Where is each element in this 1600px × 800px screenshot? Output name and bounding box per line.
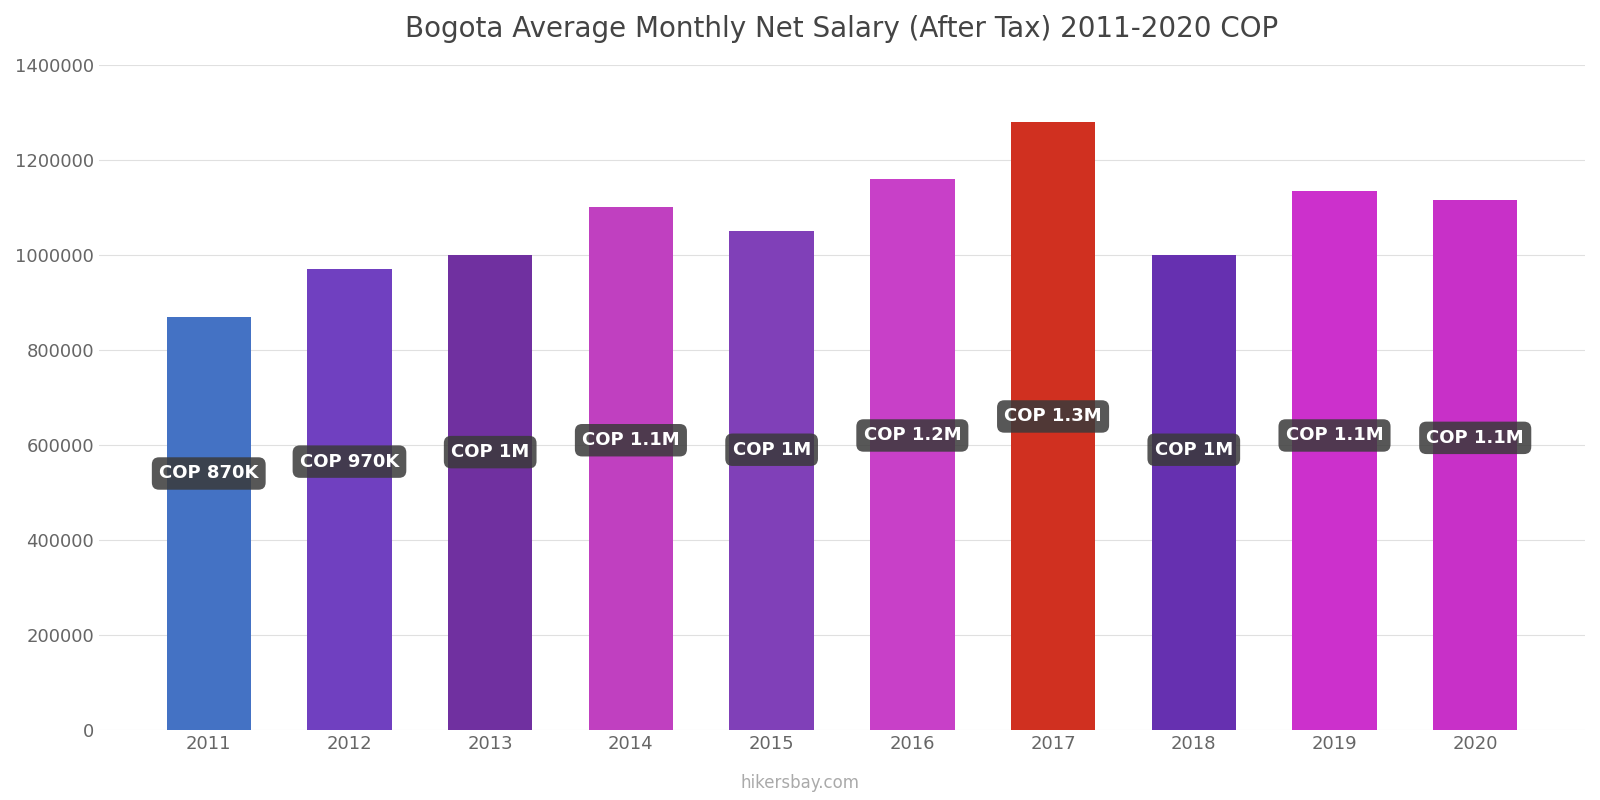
Text: COP 970K: COP 970K bbox=[299, 453, 398, 470]
Bar bbox=[1152, 255, 1237, 730]
Bar bbox=[589, 207, 674, 730]
Text: COP 1.1M: COP 1.1M bbox=[1427, 429, 1525, 447]
Text: COP 1.3M: COP 1.3M bbox=[1005, 407, 1102, 426]
Text: COP 1.1M: COP 1.1M bbox=[1286, 426, 1384, 445]
Text: hikersbay.com: hikersbay.com bbox=[741, 774, 859, 792]
Text: COP 1M: COP 1M bbox=[1155, 441, 1234, 458]
Bar bbox=[730, 231, 814, 730]
Text: COP 1M: COP 1M bbox=[451, 443, 530, 461]
Text: COP 1.1M: COP 1.1M bbox=[582, 431, 680, 450]
Title: Bogota Average Monthly Net Salary (After Tax) 2011-2020 COP: Bogota Average Monthly Net Salary (After… bbox=[405, 15, 1278, 43]
Bar bbox=[1434, 200, 1517, 730]
Bar bbox=[1293, 190, 1376, 730]
Bar bbox=[448, 255, 533, 730]
Bar bbox=[1011, 122, 1096, 730]
Text: COP 1M: COP 1M bbox=[733, 441, 811, 458]
Bar bbox=[307, 269, 392, 730]
Text: COP 870K: COP 870K bbox=[158, 465, 259, 482]
Bar bbox=[870, 179, 955, 730]
Bar bbox=[166, 317, 251, 730]
Text: COP 1.2M: COP 1.2M bbox=[864, 426, 962, 445]
